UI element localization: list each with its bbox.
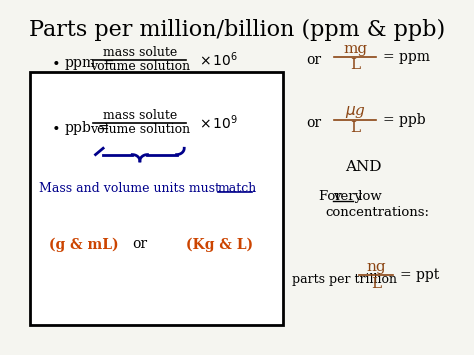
Text: L: L [350, 121, 360, 135]
Text: or: or [132, 237, 147, 251]
Text: Parts per million/billion (ppm & ppb): Parts per million/billion (ppm & ppb) [29, 19, 445, 41]
Text: low: low [355, 190, 382, 203]
Text: mass solute: mass solute [103, 46, 177, 59]
Text: L: L [371, 277, 382, 291]
Text: or: or [307, 53, 322, 66]
Text: L: L [350, 58, 360, 72]
Text: $\times\,10^6$: $\times\,10^6$ [199, 50, 238, 69]
Text: $\bullet$ ppm $=$: $\bullet$ ppm $=$ [51, 57, 114, 72]
Text: Mass and volume units must: Mass and volume units must [38, 181, 224, 195]
Text: $\times\,10^9$: $\times\,10^9$ [199, 114, 238, 132]
Text: .: . [252, 181, 255, 195]
Text: mg: mg [343, 42, 367, 56]
Text: parts per trillion: parts per trillion [292, 273, 397, 286]
Text: = ppt: = ppt [400, 268, 439, 283]
Text: = ppm: = ppm [383, 50, 430, 64]
Text: or: or [307, 116, 322, 130]
Text: volume solution: volume solution [90, 60, 190, 73]
Text: very: very [333, 190, 363, 203]
Text: (g & mL): (g & mL) [49, 237, 118, 252]
Text: concentrations:: concentrations: [326, 206, 430, 219]
Text: = ppb: = ppb [383, 114, 425, 127]
Text: mass solute: mass solute [103, 109, 177, 122]
Text: volume solution: volume solution [90, 124, 190, 136]
Text: For: For [319, 190, 346, 203]
Text: $\mu$g: $\mu$g [345, 104, 366, 120]
Text: $\bullet$ ppb $=$: $\bullet$ ppb $=$ [51, 119, 110, 137]
Text: ng: ng [366, 260, 386, 274]
Text: match: match [218, 181, 257, 195]
Text: AND: AND [346, 160, 382, 174]
FancyBboxPatch shape [30, 72, 283, 326]
Text: (Kg & L): (Kg & L) [186, 237, 254, 252]
